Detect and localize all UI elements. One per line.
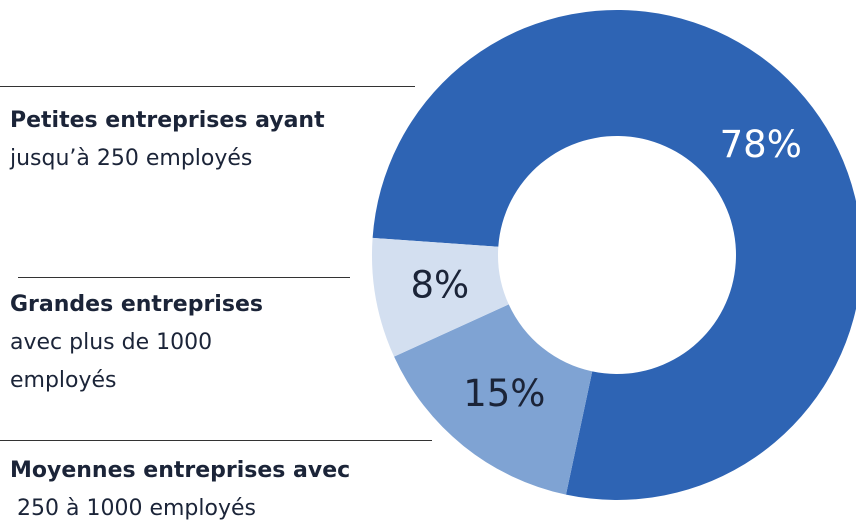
value-label: 78% [720, 123, 802, 166]
donut-segment [372, 237, 509, 357]
legend-rule [0, 440, 432, 441]
legend-rule [0, 86, 415, 87]
value-label: 8% [411, 264, 470, 307]
legend-rule [18, 277, 350, 278]
legend-title: Grandes entreprises [10, 292, 263, 317]
legend-entry: Petites entreprises ayant jusqu’à 250 emp… [10, 102, 410, 178]
legend-description: 250 à 1000 employés [10, 496, 256, 521]
legend-title: Petites entreprises ayant [10, 108, 325, 133]
legend-description: jusqu’à 250 employés [10, 146, 253, 171]
legend-description: avec plus de 1000 employés [10, 330, 220, 393]
donut-segment [372, 10, 856, 501]
donut-segment [394, 304, 593, 495]
legend-entry: Grandes entreprises avec plus de 1000 emp… [10, 286, 280, 400]
value-label: 15% [463, 372, 545, 415]
legend-title: Moyennes entreprises avec [10, 458, 351, 483]
legend-entry: Moyennes entreprises avec 250 à 1000 emp… [10, 452, 430, 526]
